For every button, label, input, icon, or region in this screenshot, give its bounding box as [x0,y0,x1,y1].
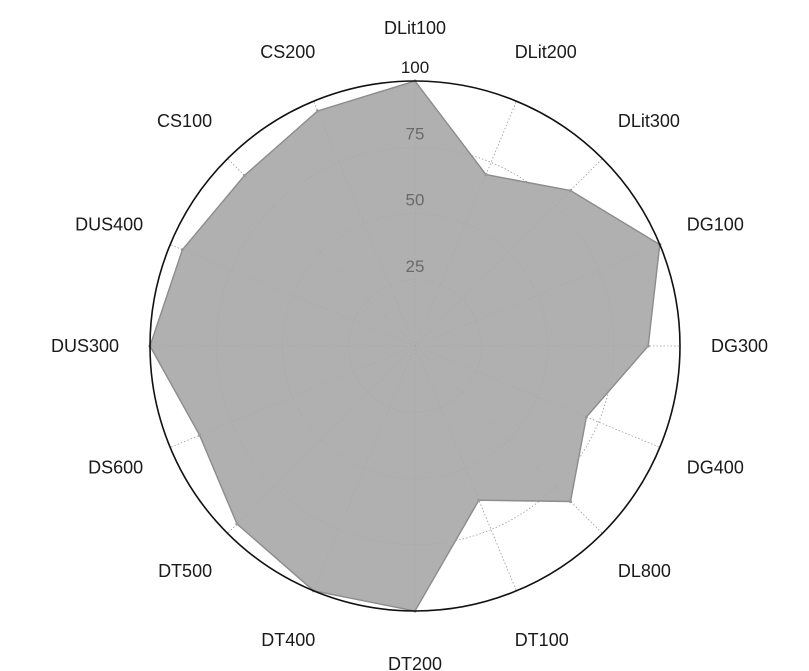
radial-tick-75: 75 [406,124,425,143]
data-point-CS100 [242,173,247,178]
category-label-DT100: DT100 [515,630,569,650]
data-area-layer [148,79,662,613]
category-label-CS200: CS200 [260,42,315,62]
category-label-DT500: DT500 [158,561,212,581]
category-label-DG100: DG100 [687,214,744,234]
category-label-DT400: DT400 [261,630,315,650]
radial-tick-25: 25 [406,257,425,276]
category-label-DLit100: DLit100 [384,18,446,38]
category-label-DG300: DG300 [711,336,768,356]
category-label-DUS300: DUS300 [51,336,119,356]
category-label-CS100: CS100 [157,111,212,131]
spoke-DT100 [414,345,517,591]
category-label-DLit200: DLit200 [515,42,577,62]
data-point-DLit300 [568,188,573,193]
data-point-DT500 [235,522,239,526]
outer-ring [149,80,681,612]
data-point-DT100 [477,498,481,502]
data-point-DL800 [568,499,573,504]
category-label-DUS400: DUS400 [75,214,143,234]
radial-tick-50: 50 [406,191,425,210]
data-point-DLit200 [484,173,488,177]
spoke-DLit200 [414,101,517,347]
category-label-DG400: DG400 [687,458,744,478]
category-labels: DLit100 DLit200 DLit300 DG100 DG300 DG400 DL80… [51,18,768,671]
radial-tick-100: 100 [401,58,429,77]
category-label-DLit300: DLit300 [618,111,680,131]
data-point-DUS400 [180,248,184,252]
category-label-DT200: DT200 [388,654,442,671]
outer-ring-layer [149,80,681,612]
data-point-CS200 [316,109,320,113]
data-point-DG300 [646,344,650,348]
category-label-DL800: DL800 [618,561,671,581]
spoke-DG400 [414,345,660,448]
category-label-DS600: DS600 [88,458,143,478]
data-point-DG400 [584,415,589,419]
data-point-DS600 [198,433,202,437]
radial-tick-labels: 25 50 75 100 [401,58,429,276]
